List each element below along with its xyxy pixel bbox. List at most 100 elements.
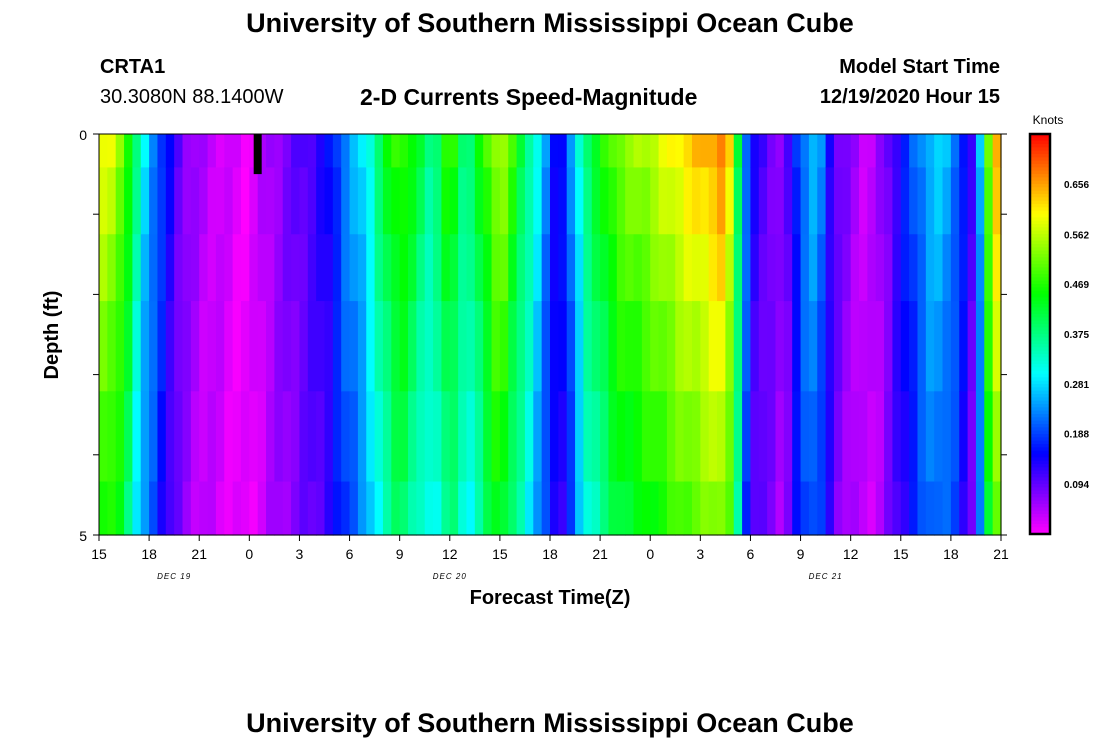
date-label: DEC 21	[809, 572, 843, 581]
heatmap-cell	[683, 234, 693, 302]
heatmap-cell	[499, 391, 509, 483]
colorbar-swatch	[1030, 384, 1050, 388]
heatmap-cell	[825, 481, 835, 536]
heatmap-cell	[775, 481, 785, 536]
heatmap-cell	[641, 391, 651, 483]
heatmap-cell	[399, 301, 409, 392]
heatmap-cell	[107, 481, 117, 536]
heatmap-cell	[959, 234, 969, 302]
colorbar-swatch	[1030, 380, 1050, 385]
heatmap-cell	[959, 481, 969, 536]
heatmap-cell	[616, 481, 626, 536]
heatmap-cell	[558, 301, 568, 392]
heatmap-cell	[533, 481, 543, 536]
colorbar-swatch	[1030, 487, 1050, 492]
heatmap-cell	[99, 234, 108, 302]
heatmap-cell	[850, 167, 860, 235]
heatmap-cell	[942, 134, 952, 169]
heatmap-cell	[190, 391, 200, 483]
heatmap-cell	[900, 234, 910, 302]
heatmap-cell	[533, 167, 543, 235]
heatmap-cell	[274, 481, 284, 536]
colorbar-swatch	[1030, 314, 1050, 318]
heatmap-cell	[700, 234, 710, 302]
heatmap-cell	[967, 301, 977, 392]
heatmap-cell	[174, 481, 184, 536]
heatmap-cell	[892, 481, 902, 536]
heatmap-cell	[683, 301, 693, 392]
heatmap-cell	[859, 481, 868, 536]
heatmap-cell	[140, 134, 150, 169]
heatmap-cell	[892, 391, 902, 483]
colorbar-swatch	[1030, 427, 1050, 432]
heatmap-cell	[357, 167, 367, 235]
x-axis-label: Forecast Time(Z)	[470, 587, 631, 609]
colorbar-swatch	[1030, 350, 1050, 355]
heatmap-cell	[190, 134, 200, 169]
heatmap-cell	[675, 134, 685, 169]
colorbar-swatch	[1030, 494, 1050, 498]
heatmap-cell	[299, 134, 309, 169]
heatmap-cell	[524, 134, 534, 169]
colorbar-swatch	[1030, 240, 1050, 245]
heatmap-cell	[232, 134, 242, 169]
heatmap-cell	[491, 134, 501, 169]
heatmap-cell	[249, 167, 259, 235]
heatmap-cell	[332, 234, 342, 302]
heatmap-cell	[474, 234, 484, 302]
colorbar-swatch	[1030, 320, 1050, 325]
heatmap-cell	[516, 481, 526, 536]
heatmap-cell	[758, 481, 768, 536]
heatmap-cell	[591, 134, 601, 169]
heatmap-cell	[499, 134, 509, 169]
heatmap-cell	[850, 391, 860, 483]
heatmap-cell	[124, 301, 134, 392]
colorbar-swatch	[1030, 530, 1050, 535]
heatmap-cell	[566, 234, 576, 302]
heatmap-cell	[833, 391, 843, 483]
heatmap-cell	[775, 167, 785, 235]
heatmap-cell	[199, 134, 209, 169]
heatmap-cell	[658, 481, 668, 536]
heatmap-cell	[959, 301, 969, 392]
heatmap-cell	[140, 301, 150, 392]
heatmap-cell	[433, 134, 443, 169]
heatmap-cell	[884, 167, 894, 235]
heatmap-cell	[683, 134, 693, 169]
heatmap-cell	[717, 481, 726, 536]
heatmap-cell	[483, 134, 493, 169]
heatmap-cell	[374, 391, 384, 483]
heatmap-cell	[391, 134, 401, 169]
heatmap-cell	[775, 234, 785, 302]
heatmap-cell	[249, 481, 259, 536]
colorbar-swatch	[1030, 220, 1050, 225]
heatmap-cell	[800, 301, 810, 392]
heatmap-cell	[925, 134, 935, 169]
heatmap-cell	[783, 134, 793, 169]
heatmap-cell	[416, 391, 426, 483]
colorbar-tick-label: 0.469	[1064, 280, 1089, 291]
heatmap-cell	[316, 167, 326, 235]
heatmap-cell	[691, 134, 701, 169]
heatmap-cell	[483, 167, 493, 235]
heatmap-cell	[700, 391, 710, 483]
heatmap-cell	[650, 391, 660, 483]
heatmap-cell	[558, 167, 568, 235]
colorbar-swatch	[1030, 357, 1050, 362]
heatmap-cell	[174, 167, 184, 235]
heatmap-cell	[900, 167, 910, 235]
heatmap-cell	[792, 391, 802, 483]
chart-title: 2-D Currents Speed-Magnitude	[360, 84, 698, 110]
colorbar-swatch	[1030, 134, 1050, 138]
heatmap-cell	[733, 167, 743, 235]
heatmap-cell	[441, 167, 451, 235]
heatmap-cell	[950, 481, 960, 536]
heatmap-cell	[132, 134, 142, 169]
heatmap-cell	[499, 167, 509, 235]
heatmap-cell	[666, 234, 676, 302]
heatmap-cell	[959, 167, 969, 235]
heatmap-cell	[825, 134, 835, 169]
heatmap-cell	[282, 391, 292, 483]
heatmap-cell	[867, 167, 877, 235]
heatmap-cell	[274, 134, 284, 169]
